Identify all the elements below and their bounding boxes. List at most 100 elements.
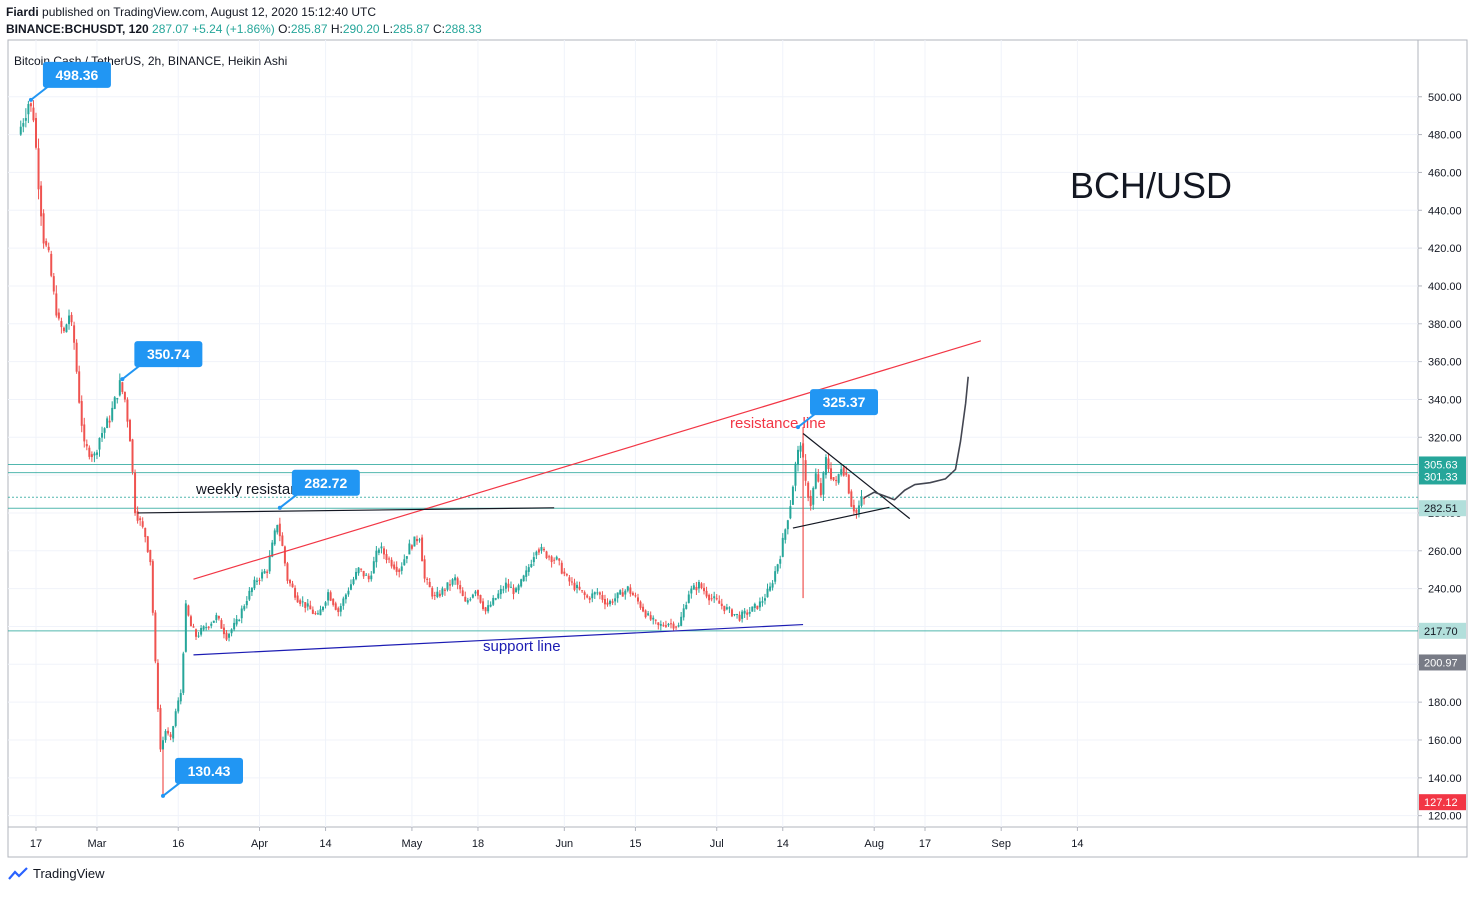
candle-body	[220, 620, 223, 629]
candle-body	[484, 607, 487, 612]
candle-body	[784, 529, 787, 540]
candle	[670, 618, 672, 629]
annotation-box[interactable]	[175, 757, 243, 784]
candle-body	[497, 593, 500, 599]
annotation-label: 325.37	[823, 394, 866, 410]
candle-body	[626, 586, 629, 591]
candle-body	[27, 104, 30, 115]
candle	[705, 586, 708, 599]
trend-line[interactable]	[137, 507, 555, 514]
candle-body	[636, 597, 639, 602]
tradingview-footer[interactable]: TradingView	[8, 866, 105, 881]
candle	[355, 568, 358, 581]
candle-body	[202, 626, 205, 630]
candle-body	[184, 603, 187, 652]
candle	[329, 590, 332, 602]
candle	[281, 532, 284, 547]
y-tick-label: 240.00	[1428, 584, 1462, 596]
candle-body	[596, 592, 599, 594]
candle	[857, 500, 860, 518]
candle	[466, 597, 469, 605]
candle-body	[233, 622, 236, 630]
author-name[interactable]: Fiardi	[6, 5, 39, 19]
candle-body	[525, 570, 528, 577]
annotation-box[interactable]	[42, 61, 111, 88]
candle-body	[395, 566, 398, 572]
candle-body	[573, 582, 576, 590]
candle-body	[24, 118, 27, 121]
candle-body	[149, 549, 152, 563]
candle	[487, 600, 490, 614]
candle-body	[570, 581, 573, 583]
candle-body	[268, 555, 271, 572]
candle-body	[222, 627, 225, 635]
candle-body	[520, 579, 523, 587]
candle-body	[413, 536, 416, 547]
candle-body	[116, 398, 119, 400]
candle	[179, 689, 182, 705]
candle-body	[606, 602, 609, 605]
candle-body	[845, 473, 848, 475]
projection-curve[interactable]	[863, 376, 969, 501]
annotation-box[interactable]	[291, 469, 360, 496]
candle	[362, 570, 365, 579]
candle	[652, 615, 655, 625]
candle-body	[840, 469, 843, 475]
candle	[42, 209, 45, 249]
trend-line[interactable]	[193, 340, 982, 580]
candle-body	[715, 598, 718, 600]
candle	[360, 568, 363, 572]
candle-body	[441, 588, 444, 595]
candle	[37, 138, 40, 200]
y-tick-label: 460.00	[1428, 167, 1462, 179]
annotation-box[interactable]	[810, 389, 878, 416]
candle-body	[106, 418, 109, 429]
candle	[95, 449, 98, 460]
candle	[136, 506, 139, 524]
candle	[700, 582, 703, 590]
y-tick-label: 480.00	[1428, 130, 1462, 142]
candle	[271, 539, 274, 558]
price-change: +5.24 (+1.86%)	[192, 22, 275, 36]
candle-body	[730, 609, 733, 617]
candle-body	[728, 607, 731, 609]
candle	[855, 508, 858, 519]
candle	[365, 573, 368, 576]
price-scale-badge-label: 200.97	[1424, 657, 1458, 669]
candle	[570, 577, 573, 586]
candle	[459, 580, 462, 594]
annotation-box[interactable]	[134, 341, 203, 368]
candle-body	[723, 605, 726, 612]
candle-body	[687, 594, 690, 603]
candle-body	[47, 246, 50, 251]
candle-body	[103, 428, 106, 433]
candle	[817, 469, 820, 483]
candle	[172, 725, 175, 743]
candle-body	[443, 589, 446, 591]
trend-line[interactable]	[792, 506, 890, 529]
candle	[601, 591, 604, 603]
candle	[187, 604, 190, 617]
candle-body	[372, 561, 375, 574]
trend-line[interactable]	[193, 623, 804, 656]
candle-body	[601, 594, 604, 600]
candle	[385, 549, 388, 564]
candle	[852, 499, 855, 515]
candle-body	[230, 629, 233, 634]
candle	[535, 550, 538, 560]
candle-body	[360, 568, 363, 570]
candle	[80, 395, 83, 433]
trend-line[interactable]	[802, 433, 911, 520]
candle-body	[832, 477, 835, 481]
candle	[65, 323, 68, 333]
candle	[144, 527, 147, 543]
candle	[35, 112, 37, 150]
candle-body	[456, 578, 459, 585]
candle	[405, 556, 408, 564]
candle	[499, 585, 502, 599]
candle	[555, 555, 558, 561]
candle-body	[35, 118, 37, 148]
candle	[159, 704, 162, 753]
